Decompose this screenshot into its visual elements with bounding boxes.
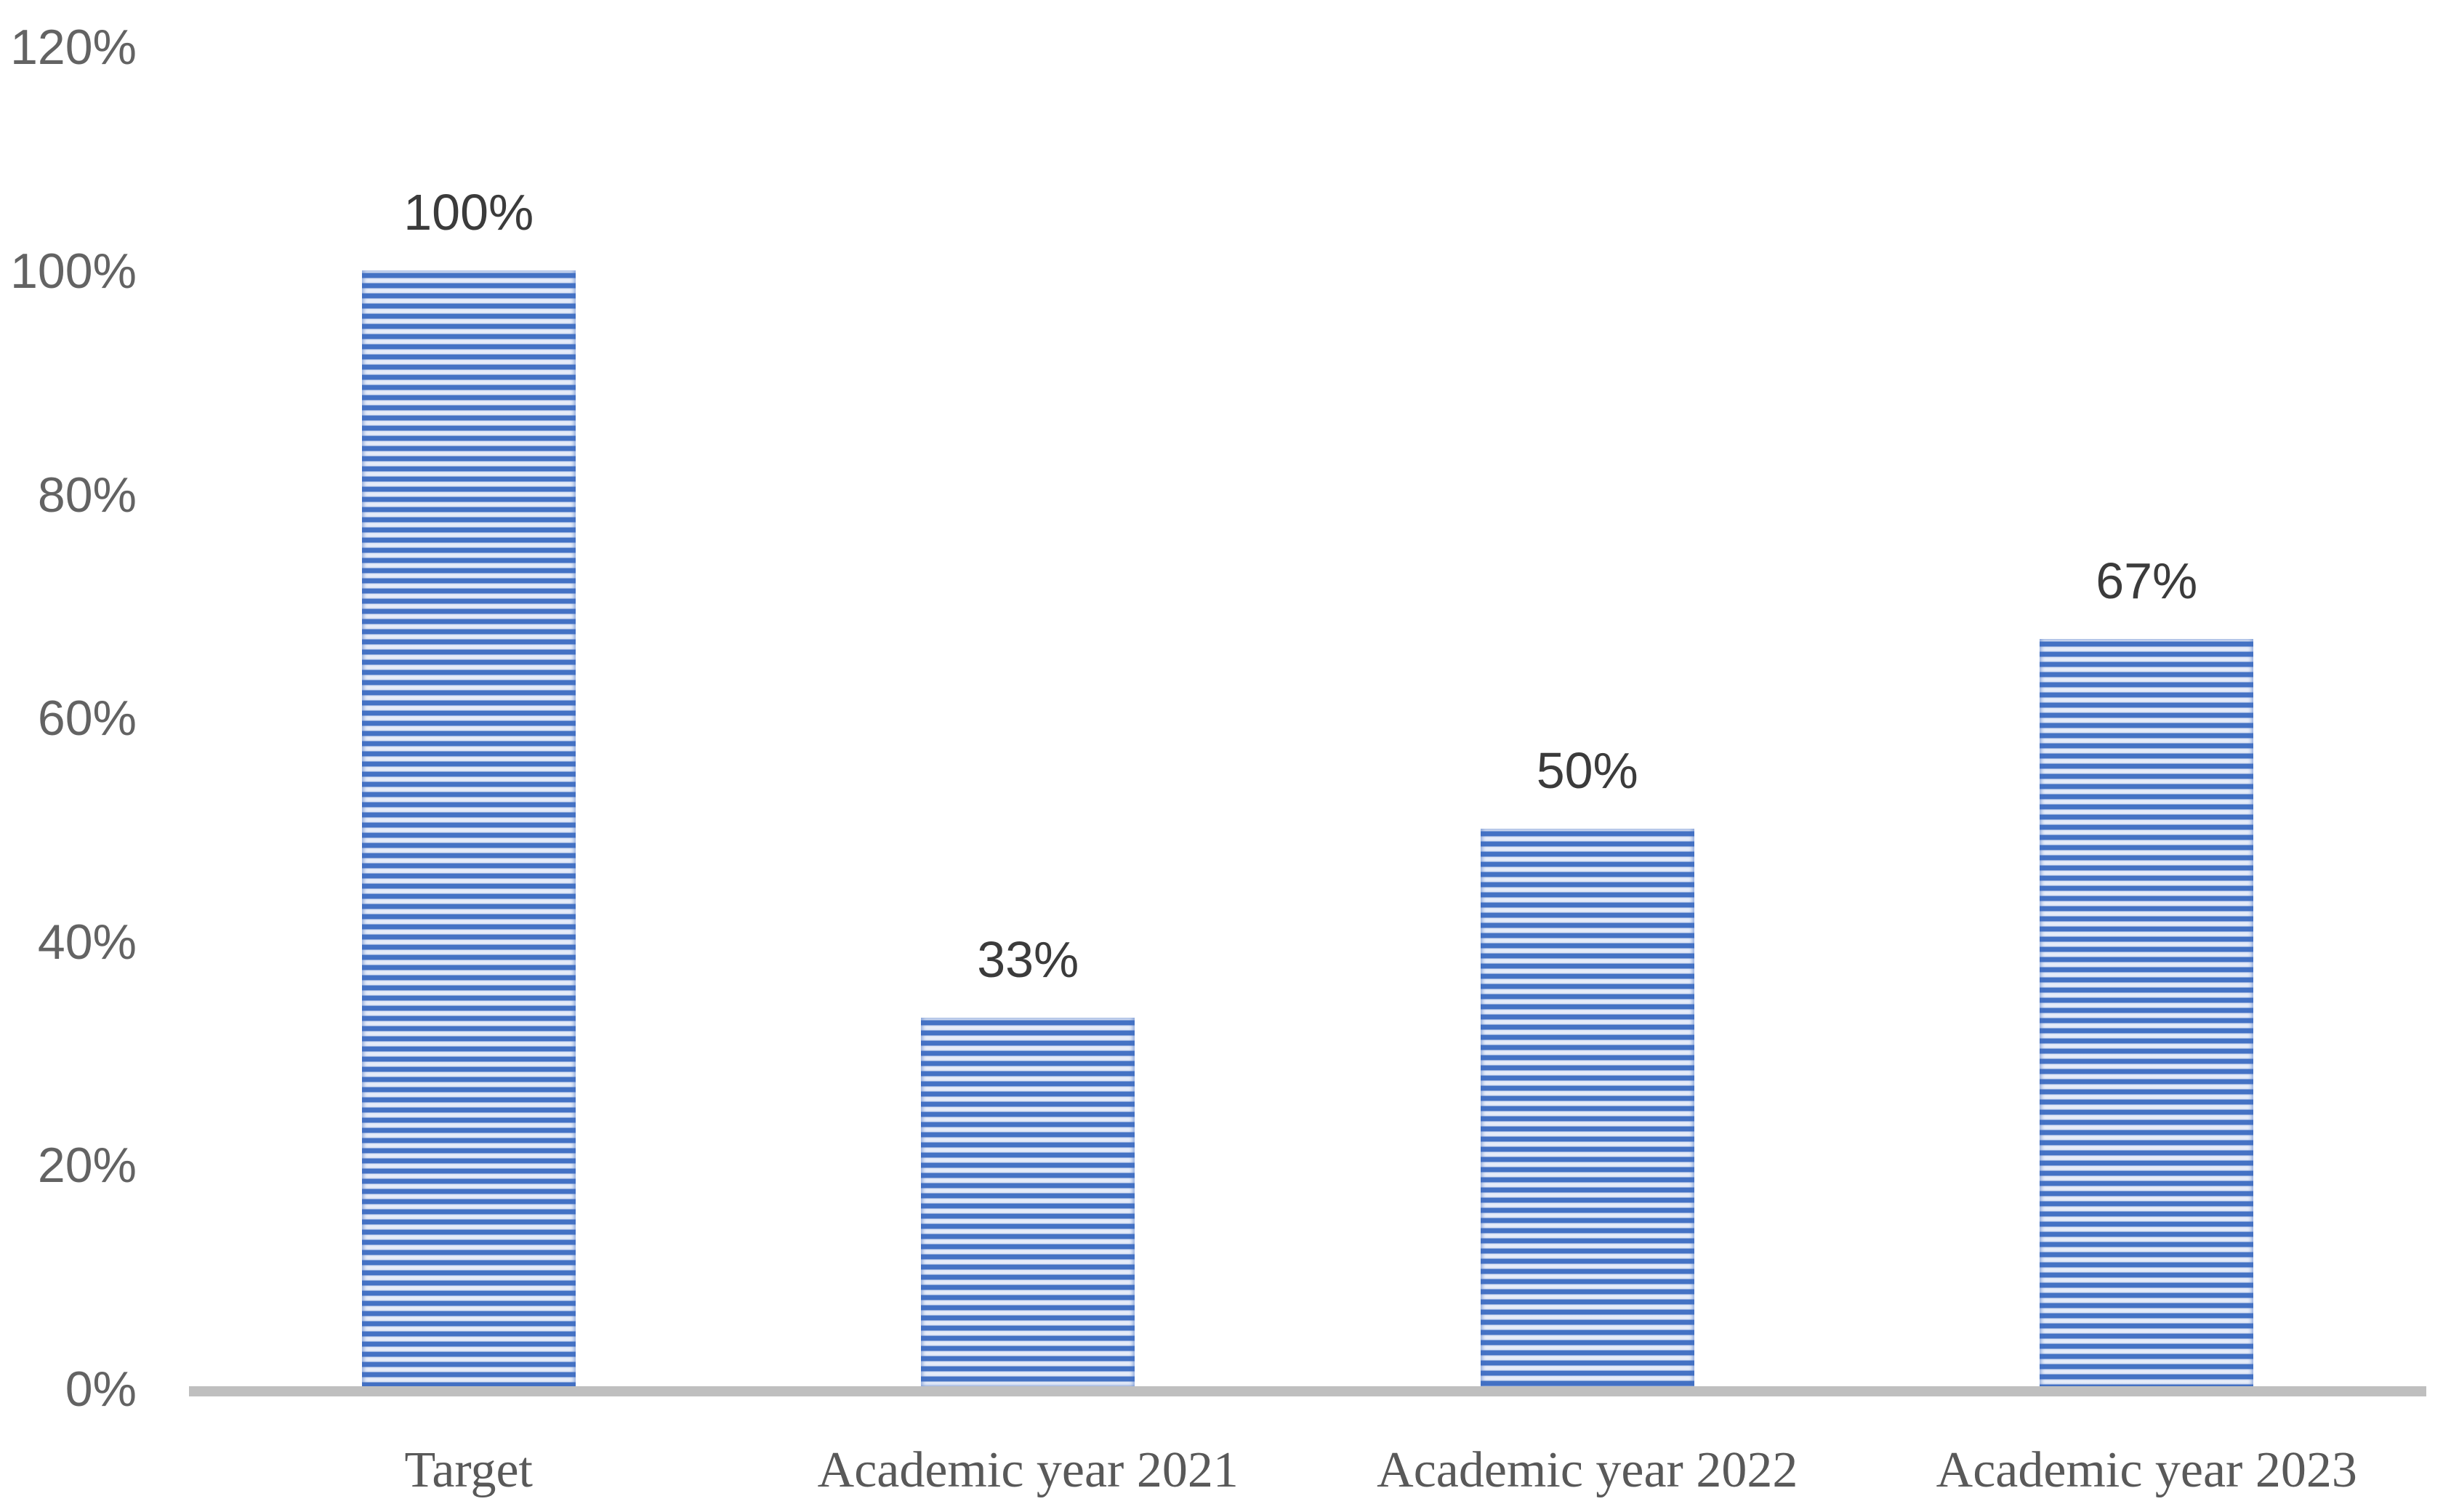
bar-value-label: 33% (977, 931, 1079, 989)
y-tick-label: 20% (37, 1138, 137, 1194)
bar-value-label: 50% (1536, 741, 1638, 799)
x-axis-line (189, 1386, 2426, 1396)
x-category-label: Academic year 2022 (1377, 1442, 1798, 1498)
y-tick-label: 100% (10, 244, 137, 299)
y-tick-label: 80% (37, 467, 137, 523)
y-tick-label: 0% (65, 1362, 137, 1417)
y-tick-label: 60% (37, 691, 137, 747)
bar-target (361, 270, 576, 1386)
bar-academic-year-2022 (1480, 828, 1694, 1386)
x-category-label: Academic year 2021 (817, 1442, 1239, 1498)
bar-value-label: 67% (2096, 552, 2198, 609)
y-tick-label: 40% (37, 914, 137, 970)
x-category-label: Target (404, 1442, 533, 1498)
bar-academic-year-2023 (2040, 638, 2254, 1386)
x-category-label: Academic year 2023 (1936, 1442, 2357, 1498)
y-tick-label: 120% (10, 20, 137, 76)
bar-academic-year-2021 (921, 1018, 1135, 1386)
bar-value-label: 100% (403, 184, 534, 241)
